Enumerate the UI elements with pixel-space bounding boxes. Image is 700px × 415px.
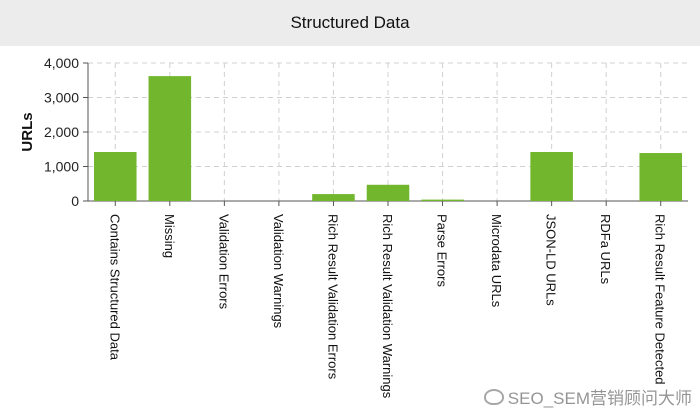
y-tick-label: 4,000 [44,55,79,71]
bar [530,152,573,201]
bar [639,153,682,201]
x-tick-label: Rich Result Feature Detected [653,214,668,385]
x-tick-label: JSON-LD URLs [544,214,559,306]
x-tick-label: Rich Result Validation Warnings [380,214,395,399]
x-tick-label: Microdata URLs [489,214,504,308]
y-axis-label: URLs [19,112,36,151]
y-tick-label: 3,000 [44,90,79,106]
x-tick-label: Missing [162,214,177,258]
bar [148,76,192,201]
x-tick-label: Contains Structured Data [107,214,122,361]
x-tick-label: Parse Errors [435,214,450,287]
bar [366,184,410,201]
bar [312,194,355,201]
y-tick-label: 2,000 [44,124,79,140]
x-tick-label: Validation Errors [216,214,231,310]
weibo-icon [483,388,504,405]
x-tick-label: Rich Result Validation Errors [325,214,340,380]
x-tick-label: RDFa URLs [598,214,613,285]
y-tick-label: 0 [71,193,79,209]
chart-title: Structured Data [290,13,410,32]
y-tick-label: 1,000 [44,159,79,175]
title-bar: Structured Data [0,0,700,46]
bar [94,152,137,201]
watermark-text: SEO_SEM营销顾问大师 [507,389,692,408]
bar [421,199,464,201]
x-tick-label: Validation Warnings [271,214,286,329]
watermark: SEO_SEM营销顾问大师 [483,384,692,409]
bar-chart: 0 1,000 2,000 3,000 4,000 URLs Contains Struct… [19,55,688,399]
